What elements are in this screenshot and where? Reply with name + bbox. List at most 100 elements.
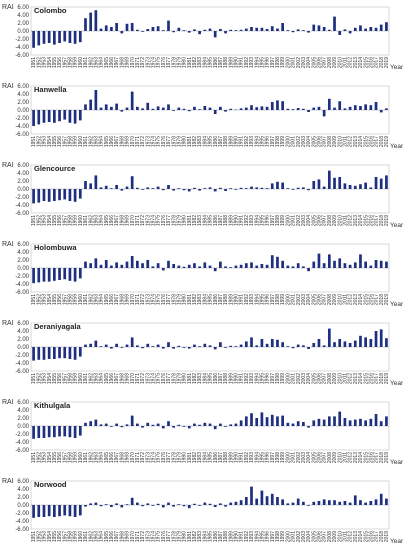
- bar: [69, 268, 72, 281]
- bar: [105, 424, 108, 426]
- bar: [250, 187, 253, 189]
- bar: [255, 499, 258, 505]
- bar: [172, 189, 175, 191]
- y-tick-label: 6.00: [17, 321, 29, 327]
- bar: [131, 23, 134, 31]
- bar: [74, 110, 77, 124]
- bar: [364, 183, 367, 189]
- bar: [58, 505, 61, 516]
- bar: [369, 419, 372, 426]
- bar: [359, 25, 362, 31]
- bar: [141, 426, 144, 428]
- bar: [214, 505, 217, 507]
- bar: [385, 338, 388, 347]
- bar: [209, 29, 212, 31]
- bar: [338, 339, 341, 347]
- bar: [292, 424, 295, 426]
- bar: [214, 268, 217, 271]
- y-tick-label: -6.00: [15, 53, 29, 59]
- bar: [302, 422, 305, 426]
- bar: [307, 505, 310, 506]
- bar: [146, 423, 149, 426]
- y-tick-label: -6.00: [15, 132, 29, 138]
- bar: [188, 505, 191, 508]
- y-tick-label: 0.00: [17, 108, 29, 114]
- bar: [375, 28, 378, 31]
- bar: [318, 107, 321, 110]
- bar: [338, 412, 341, 426]
- bar: [318, 339, 321, 347]
- bar: [302, 30, 305, 31]
- bar: [126, 24, 129, 31]
- bar: [43, 110, 46, 123]
- bar: [307, 426, 310, 428]
- bar: [385, 175, 388, 189]
- bar: [312, 502, 315, 505]
- bar: [307, 31, 310, 33]
- bar: [338, 258, 341, 268]
- bar: [136, 188, 139, 189]
- bar: [120, 265, 123, 268]
- bar: [203, 106, 206, 110]
- bar: [344, 29, 347, 31]
- bar: [281, 416, 284, 426]
- bar: [37, 110, 40, 124]
- bar: [146, 103, 149, 110]
- y-tick-label: -2.00: [15, 37, 29, 43]
- y-tick-label: 6.00: [17, 400, 29, 406]
- bar: [172, 505, 175, 507]
- bar: [276, 29, 279, 31]
- bar: [364, 262, 367, 268]
- y-tick-label: 4.00: [17, 408, 29, 414]
- bar: [131, 416, 134, 426]
- bar: [53, 189, 56, 201]
- bar: [229, 30, 232, 31]
- bar: [344, 183, 347, 189]
- bar: [193, 263, 196, 268]
- bar: [89, 421, 92, 426]
- bar: [32, 268, 35, 283]
- bar: [193, 107, 196, 110]
- bar: [245, 416, 248, 426]
- bar: [172, 110, 175, 111]
- bar: [167, 421, 170, 426]
- bar: [105, 186, 108, 189]
- bar: [79, 268, 82, 278]
- bar: [307, 189, 310, 190]
- x-axis-label: Year: [390, 222, 404, 229]
- bar: [261, 491, 264, 505]
- bar: [380, 261, 383, 268]
- bar: [178, 108, 181, 110]
- bar: [369, 105, 372, 110]
- bar: [63, 110, 66, 120]
- bar: [292, 189, 295, 190]
- bar: [271, 183, 274, 189]
- bar: [79, 31, 82, 42]
- bar: [359, 106, 362, 110]
- bar: [245, 108, 248, 110]
- bar: [224, 31, 227, 33]
- bar: [312, 108, 315, 110]
- bar: [198, 505, 201, 506]
- y-tick-label: -4.00: [15, 440, 29, 446]
- bar: [162, 426, 165, 428]
- bar: [141, 31, 144, 32]
- bar: [349, 503, 352, 505]
- y-tick-label: 0.00: [17, 345, 29, 351]
- bar: [312, 181, 315, 189]
- bar: [152, 188, 155, 189]
- bar: [219, 262, 222, 268]
- bar: [198, 189, 201, 191]
- bar: [333, 261, 336, 268]
- x-axis-label: Year: [390, 143, 404, 150]
- chart-title: Kithulgala: [34, 401, 71, 410]
- bar: [167, 342, 170, 347]
- bar: [53, 268, 56, 281]
- bar: [261, 28, 264, 31]
- bar: [281, 342, 284, 347]
- bar: [224, 110, 227, 112]
- bar: [354, 262, 357, 268]
- bar: [115, 23, 118, 31]
